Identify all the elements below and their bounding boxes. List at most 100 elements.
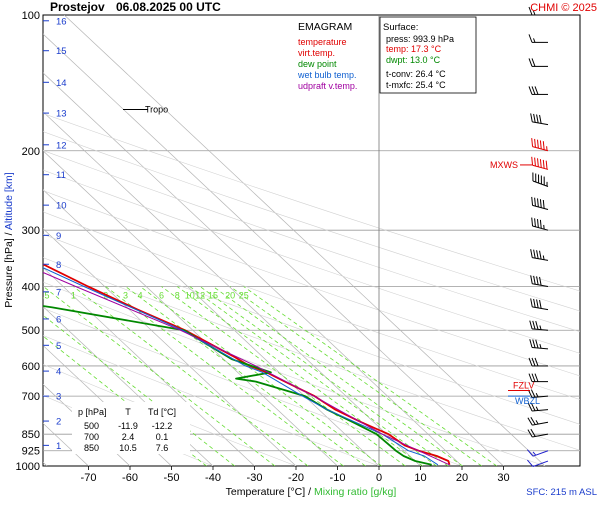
surface-press: press: 993.9 hPa — [386, 34, 454, 44]
wind-barb-flag — [540, 140, 541, 149]
altitude-tick-9: 9 — [56, 231, 61, 242]
mixing-ratio-label-5: 3 — [123, 291, 128, 301]
altitude-tick-13: 13 — [56, 109, 67, 120]
mixing-ratio-line-12 — [230, 287, 481, 466]
table-header-td: Td [°C] — [148, 407, 176, 417]
wind-barb-flag — [529, 86, 532, 94]
mixing-ratio-label-13: 25 — [239, 291, 249, 301]
datetime-title: 06.08.2025 00 UTC — [116, 0, 221, 14]
mixing-ratio-label-9: 10 — [185, 291, 195, 301]
pressure-tick-850: 850 — [22, 429, 40, 441]
table-row-500-td: -12.2 — [152, 421, 173, 431]
wind-barb-flag — [534, 250, 536, 258]
altitude-tick-6: 6 — [56, 314, 61, 325]
wind-barb-flag — [535, 158, 536, 167]
wind-barb-2 — [528, 429, 548, 437]
wind-barb-9 — [530, 321, 548, 331]
altitude-tick-15: 15 — [56, 46, 67, 57]
wind-barb-15 — [533, 172, 548, 186]
table-row-500-p: 500 — [84, 421, 99, 431]
legend-wet-bulb: wet bulb temp. — [297, 70, 357, 80]
table-row-700-td: 0.1 — [156, 432, 169, 442]
wind-barb-half-flag — [536, 420, 538, 424]
wind-barb-flag — [540, 300, 542, 308]
altitude-tick-11: 11 — [56, 170, 66, 181]
wind-barb-flag — [532, 86, 535, 94]
altitude-tick-10: 10 — [56, 201, 67, 212]
altitude-tick-8: 8 — [56, 260, 61, 271]
temp-tick-10: 10 — [414, 472, 426, 484]
wind-barb-flag — [535, 86, 538, 94]
wind-barb-shaft — [532, 284, 548, 287]
table-header-t: T — [125, 407, 131, 417]
temp-tick--30: -30 — [247, 472, 263, 484]
wind-barb-flag — [540, 220, 541, 229]
wind-barb-shaft — [532, 258, 548, 261]
temp-tick--50: -50 — [164, 472, 180, 484]
wind-barb-flag — [546, 161, 547, 170]
wind-barb-half-flag — [534, 38, 536, 42]
y-axis-label-altitude: Altitude [km] — [3, 172, 15, 230]
legend-title: EMAGRAM — [298, 21, 352, 33]
wind-barb-shaft — [533, 226, 548, 230]
pressure-tick-200: 200 — [22, 146, 40, 158]
surface-tmxfc: t-mxfc: 25.4 °C — [386, 80, 446, 90]
wind-barb-flag — [529, 358, 532, 366]
surface-temp: temp: 17.3 °C — [386, 44, 442, 54]
y-axis-label: Pressure [hPa] / Altitude [km] — [3, 172, 15, 307]
wind-barb-8 — [530, 339, 548, 349]
wind-barb-flag — [532, 138, 533, 147]
x-axis-label: Temperature [°C] / — [226, 486, 311, 498]
wind-barb-flag — [534, 299, 536, 307]
pressure-tick-925: 925 — [22, 446, 40, 458]
fzlv-label: FZLV — [513, 380, 534, 390]
altitude-tick-2: 2 — [56, 417, 61, 428]
pressure-tick-1000: 1000 — [16, 461, 40, 473]
table-row-700-p: 700 — [84, 432, 99, 442]
wind-barb-flag — [540, 159, 541, 168]
wind-barb-shaft — [532, 122, 548, 125]
mixing-ratio-line-8 — [177, 287, 422, 466]
mixing-ratio-label-11: 15 — [208, 291, 218, 301]
wind-barb-flag — [537, 114, 539, 122]
mixing-ratio-label-10: 12 — [195, 291, 205, 301]
wind-barb-flag — [530, 339, 532, 347]
wind-barb-16 — [532, 157, 548, 170]
x-axis-mixing-label: Mixing ratio [g/kg] — [314, 486, 396, 498]
wind-barb-flag — [538, 198, 539, 207]
wind-barb-shaft — [533, 147, 548, 151]
wind-barb-flag — [543, 141, 544, 150]
credit-label: CHMI © 2025 — [530, 2, 597, 14]
wind-barb-flag — [537, 276, 539, 284]
surface-tconv: t-conv: 26.4 °C — [386, 69, 446, 79]
wind-barb-19 — [529, 86, 548, 94]
wind-barb-shaft — [533, 165, 548, 169]
sfc-label: SFC: 215 m ASL — [526, 487, 597, 498]
surface-title: Surface: — [383, 22, 418, 33]
mixing-ratio-line-13 — [244, 287, 497, 466]
wind-barb-20 — [529, 58, 548, 66]
wetbulb-series — [0, 178, 438, 465]
mixing-ratio-label-3: 1 — [71, 291, 76, 301]
altitude-tick-4: 4 — [56, 367, 61, 378]
wind-barb-flag — [532, 157, 533, 166]
table-row-850-p: 850 — [84, 443, 99, 453]
legend-udpraft: udpraft v.temp. — [298, 81, 357, 91]
x-axis-label-sep: / — [305, 486, 311, 498]
y-axis-label-sep: / — [3, 230, 15, 238]
pressure-tick-700: 700 — [22, 391, 40, 403]
wind-barb-flag — [532, 197, 533, 206]
wind-barb-flag — [532, 218, 533, 227]
mixing-ratio-line-7 — [162, 287, 406, 466]
wind-barb-flag — [537, 299, 539, 307]
altitude-tick-16: 16 — [56, 16, 67, 27]
wind-barb-flag — [535, 374, 538, 382]
wind-barb-3 — [528, 417, 548, 425]
mxws-label: MXWS — [490, 160, 518, 170]
wind-barb-half-flag — [540, 344, 541, 348]
wind-barb-17 — [532, 138, 548, 151]
wind-barb-flag — [543, 200, 544, 209]
wind-barb-shaft — [532, 348, 548, 349]
mixing-ratio-label-8: 8 — [175, 291, 180, 301]
